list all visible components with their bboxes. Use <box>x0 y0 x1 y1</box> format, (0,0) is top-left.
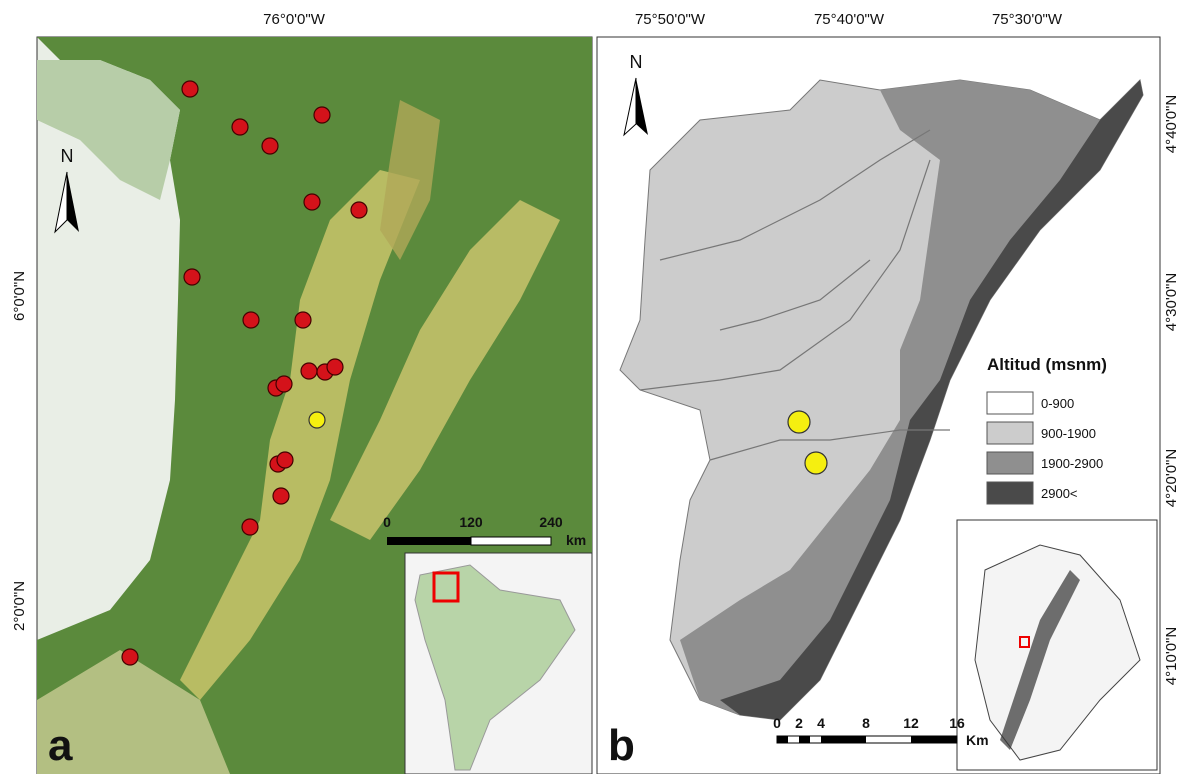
latitude-label: 4°20'0"N <box>1163 449 1180 507</box>
panel-letter: b <box>608 721 635 770</box>
north-label: N <box>61 146 74 166</box>
site-marker <box>242 519 258 535</box>
site-marker <box>304 194 320 210</box>
north-label: N <box>630 52 643 72</box>
site-marker <box>351 202 367 218</box>
latitude-label: 4°10'0"N <box>1163 627 1180 685</box>
latitude-label: 4°30'0"N <box>1163 273 1180 331</box>
legend-label: 1900-2900 <box>1041 456 1103 471</box>
scale-bar <box>821 736 866 743</box>
scale-bar <box>911 736 957 743</box>
site-marker <box>276 376 292 392</box>
site-marker <box>805 452 827 474</box>
site-marker <box>301 363 317 379</box>
legend-swatch <box>987 422 1033 444</box>
site-marker <box>243 312 259 328</box>
scale-label: 8 <box>862 715 870 731</box>
scale-label: 240 <box>539 514 563 530</box>
legend-swatch <box>987 452 1033 474</box>
page: {"panel_a": {"letter": "a", "north": "N"… <box>0 0 1186 774</box>
scale-bar <box>387 537 471 545</box>
longitude-label: 76°0'0"W <box>263 11 326 28</box>
legend-swatch <box>987 482 1033 504</box>
site-marker <box>314 107 330 123</box>
site-marker <box>184 269 200 285</box>
longitude-label: 75°30'0"W <box>992 11 1063 28</box>
scale-label: 12 <box>903 715 919 731</box>
site-marker <box>327 359 343 375</box>
scale-label: 16 <box>949 715 965 731</box>
site-marker <box>182 81 198 97</box>
site-marker <box>273 488 289 504</box>
legend-swatch <box>987 392 1033 414</box>
longitude-label: 75°40'0"W <box>814 11 885 28</box>
scale-label: 4 <box>817 715 825 731</box>
panel-letter: a <box>48 721 73 770</box>
site-marker <box>788 411 810 433</box>
site-marker <box>309 412 325 428</box>
scale-label: 0 <box>383 514 391 530</box>
panel-a: 0 120 240 km N a 76°0'0"W 6°0'0"N 2°0'0"… <box>11 11 592 774</box>
longitude-labels: 75°50'0"W 75°40'0"W 75°30'0"W <box>635 11 1063 28</box>
longitude-label: 75°50'0"W <box>635 11 706 28</box>
scale-bar <box>471 537 551 545</box>
scale-label: 120 <box>459 514 483 530</box>
latitude-labels: 4°40'0"N 4°30'0"N 4°20'0"N 4°10'0"N <box>1163 95 1180 685</box>
scale-label: 2 <box>795 715 803 731</box>
latitude-label: 6°0'0"N <box>11 271 28 321</box>
legend-title: Altitud (msnm) <box>987 355 1107 374</box>
panel-b: N Altitud (msnm) 0-900 900-1900 1900-2900 2… <box>597 11 1180 774</box>
site-marker <box>262 138 278 154</box>
figure: 0 120 240 km N a 76°0'0"W 6°0'0"N 2°0'0"… <box>0 0 1186 774</box>
site-marker <box>122 649 138 665</box>
scale-label: Km <box>966 732 989 748</box>
scale-bar <box>777 736 788 743</box>
legend-label: 900-1900 <box>1041 426 1096 441</box>
site-marker <box>277 452 293 468</box>
scale-bar <box>777 736 957 743</box>
legend-label: 0-900 <box>1041 396 1074 411</box>
scale-label: 0 <box>773 715 781 731</box>
latitude-label: 4°40'0"N <box>1163 95 1180 153</box>
scale-label: km <box>566 532 586 548</box>
scale-bar <box>799 736 810 743</box>
latitude-label: 2°0'0"N <box>11 581 28 631</box>
site-marker <box>295 312 311 328</box>
legend-label: 2900< <box>1041 486 1078 501</box>
site-marker <box>232 119 248 135</box>
